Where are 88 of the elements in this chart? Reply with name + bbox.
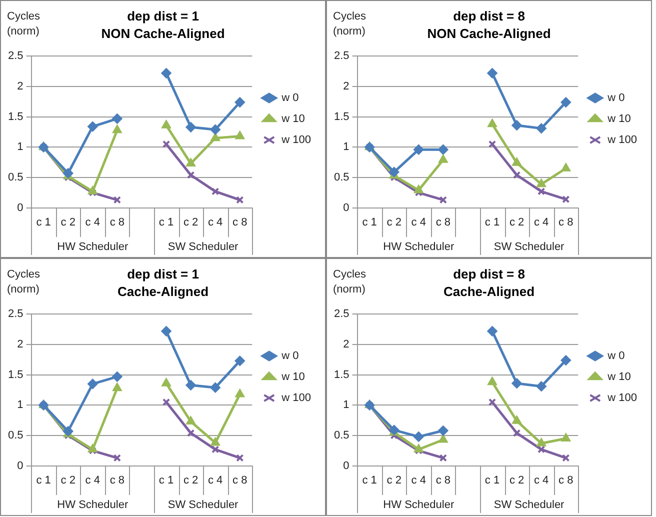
legend-label: w 100 (280, 392, 312, 404)
x-tick-label: c 2 (183, 216, 198, 228)
y-tick-label: 0.5 (8, 430, 24, 442)
x-tick-label: c 2 (60, 216, 76, 228)
x-tick-label: c 4 (208, 474, 223, 486)
y-axis-title: Cycles (norm) (7, 10, 41, 38)
x-tick-label: c 8 (110, 474, 125, 486)
y-tick-label: 1.5 (8, 368, 24, 381)
y-tick-label: 2 (343, 338, 350, 351)
y-tick-label: 1.5 (8, 110, 24, 123)
text: HW Scheduler (383, 241, 454, 254)
y-tick-label: 0 (17, 202, 24, 214)
chart-subtitle: Cache-Aligned (443, 284, 535, 299)
x-tick-label: c 4 (534, 216, 549, 228)
x-tick-label: c 1 (484, 216, 500, 228)
x-tick-label: c 4 (534, 474, 549, 486)
y-tick-label: 1.5 (334, 368, 350, 381)
x-tick-label: c 8 (232, 216, 248, 228)
text: SW Scheduler (494, 241, 565, 254)
legend-label: w 10 (280, 113, 305, 126)
x-tick-label: c 4 (85, 474, 100, 486)
x-tick-label: c 1 (158, 216, 174, 228)
y-tick-label: 1.5 (334, 110, 350, 123)
y-tick-label: 2 (343, 80, 350, 93)
text: HW Scheduler (57, 499, 128, 512)
x-tick-label: c 4 (208, 216, 223, 228)
x-tick-label: c 2 (386, 474, 402, 486)
y-axis-title: Cycles (norm) (7, 268, 41, 296)
legend-label: w 0 (280, 350, 299, 362)
legend-label: w 100 (606, 134, 638, 146)
y-tick-label: 2.5 (334, 50, 350, 62)
x-tick-label: c 4 (411, 474, 426, 486)
chart-subtitle: NON Cache-Aligned (101, 26, 225, 41)
x-tick-label: c 8 (436, 474, 451, 486)
x-tick-label: c 4 (411, 216, 426, 228)
y-tick-label: 1 (343, 141, 350, 154)
y-tick-label: 2.5 (8, 308, 24, 320)
y-tick-label: 2 (17, 338, 24, 351)
y-tick-label: 2.5 (8, 50, 24, 62)
x-tick-label: c 1 (36, 474, 51, 486)
chart-subtitle: NON Cache-Aligned (427, 26, 551, 41)
legend-label: w 100 (606, 392, 638, 404)
y-tick-label: 0 (17, 460, 24, 472)
x-tick-label: c 8 (558, 474, 574, 486)
x-tick-label: c 1 (36, 216, 51, 228)
text: SW Scheduler (494, 499, 565, 512)
legend-label: w 10 (280, 371, 305, 384)
x-tick-label: c 2 (60, 474, 76, 486)
y-tick-label: 2.5 (334, 308, 350, 320)
y-tick-label: 0 (343, 460, 350, 472)
chart-title: dep dist = 8 (453, 8, 525, 24)
y-tick-label: 1 (17, 141, 24, 154)
y-tick-label: 1 (17, 399, 24, 412)
x-tick-label: c 4 (85, 216, 100, 228)
y-tick-label: 0.5 (334, 430, 350, 442)
x-tick-label: c 2 (386, 216, 402, 228)
text: SW Scheduler (168, 241, 239, 254)
legend-label: w 10 (606, 371, 631, 384)
legend-label: w 0 (606, 92, 625, 104)
x-tick-label: c 8 (436, 216, 451, 228)
x-tick-label: c 2 (509, 474, 524, 486)
y-tick-label: 0 (343, 202, 350, 214)
legend-label: w 0 (280, 92, 299, 104)
x-tick-label: c 1 (362, 474, 377, 486)
legend-label: w 0 (606, 350, 625, 362)
y-tick-label: 2 (17, 80, 24, 93)
y-tick-label: 1 (343, 399, 350, 412)
x-tick-label: c 8 (110, 216, 125, 228)
chart-title: dep dist = 1 (127, 8, 199, 24)
x-tick-label: c 1 (362, 216, 377, 228)
text: HW Scheduler (57, 241, 128, 254)
y-tick-label: 0.5 (8, 172, 24, 184)
chart-title: dep dist = 1 (127, 266, 199, 282)
chart-subtitle: Cache-Aligned (117, 284, 209, 299)
text: HW Scheduler (383, 499, 454, 512)
x-tick-label: c 2 (509, 216, 524, 228)
x-tick-label: c 2 (183, 474, 198, 486)
chart-title: dep dist = 8 (453, 266, 525, 282)
text: SW Scheduler (168, 499, 239, 512)
x-tick-label: c 1 (158, 474, 174, 486)
x-tick-label: c 1 (484, 474, 500, 486)
y-axis-title: Cycles (norm) (333, 268, 367, 296)
legend-label: w 10 (606, 113, 631, 126)
legend-label: w 100 (280, 134, 312, 146)
y-tick-label: 0.5 (334, 172, 350, 184)
x-tick-label: c 8 (558, 216, 574, 228)
x-tick-label: c 8 (232, 474, 248, 486)
y-axis-title: Cycles (norm) (333, 10, 367, 38)
